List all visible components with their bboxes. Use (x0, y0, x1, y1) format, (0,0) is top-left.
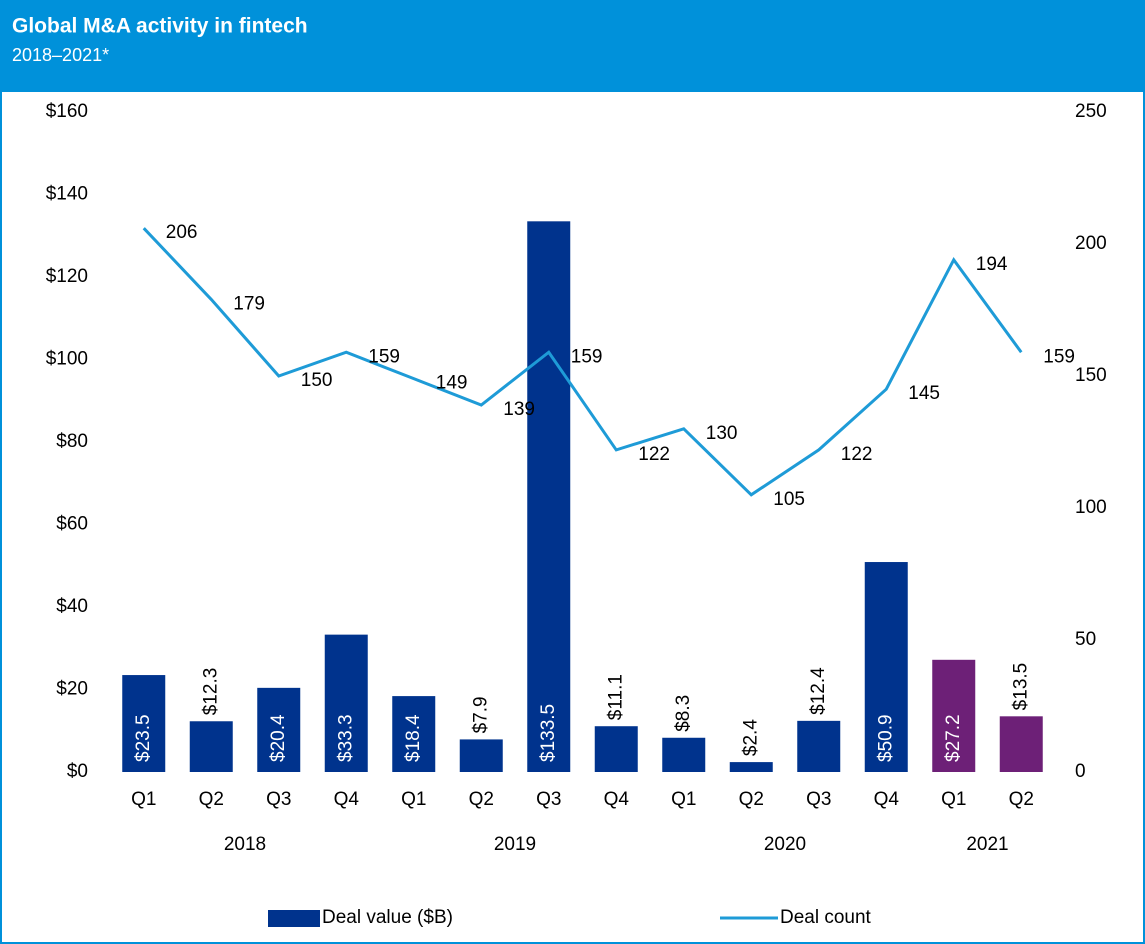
header (0, 0, 1145, 92)
y2-tick-label: 50 (1075, 629, 1096, 650)
data-label: $33.3 (335, 714, 356, 762)
x-tick-label: Q3 (536, 789, 561, 810)
y2-tick-label: 150 (1075, 365, 1107, 386)
legend-swatch (268, 910, 320, 927)
data-label: $50.9 (875, 714, 896, 762)
x-tick-label: Q1 (401, 789, 426, 810)
line-label: 122 (841, 444, 873, 465)
y-tick-label: $20 (56, 679, 88, 700)
bar (459, 739, 503, 772)
y-tick-label: $40 (56, 596, 88, 617)
line-label: 149 (436, 373, 468, 394)
y2-tick-label: 0 (1075, 761, 1086, 782)
chart-subtitle: 2018–2021* (12, 45, 109, 65)
x-tick-label: Q1 (131, 789, 156, 810)
line-label: 179 (233, 293, 265, 314)
x-tick-label: Q4 (604, 789, 630, 810)
data-label: $23.5 (133, 714, 154, 762)
bar (392, 696, 436, 772)
y-tick-label: $60 (56, 514, 88, 535)
data-label: $8.3 (673, 695, 694, 732)
y-tick-label: $100 (46, 349, 88, 370)
line-label: 105 (773, 489, 805, 510)
x-tick-label: Q2 (1009, 789, 1034, 810)
x-tick-label: Q3 (806, 789, 831, 810)
x-tick-label: Q2 (199, 789, 224, 810)
x-tick-label: Q4 (334, 789, 360, 810)
bar (189, 721, 233, 772)
group-label: 2020 (764, 834, 806, 855)
x-tick-label: Q1 (941, 789, 966, 810)
line-label: 122 (638, 444, 670, 465)
group-label: 2018 (224, 834, 266, 855)
line-label: 206 (166, 222, 198, 243)
line-label: 159 (571, 346, 603, 367)
bar (594, 726, 638, 772)
bar (864, 562, 908, 772)
chart-title: Global M&A activity in fintech (12, 15, 308, 38)
bar (257, 687, 301, 772)
data-label: $7.9 (470, 696, 491, 733)
y-tick-label: $80 (56, 431, 88, 452)
line-label: 139 (503, 399, 535, 420)
data-label: $133.5 (538, 704, 559, 762)
bar (932, 659, 976, 772)
x-tick-label: Q4 (874, 789, 900, 810)
data-label: $27.2 (943, 714, 964, 762)
x-tick-label: Q1 (671, 789, 696, 810)
line-label: 130 (706, 423, 738, 444)
bar (662, 737, 706, 772)
line-label: 194 (976, 254, 1008, 275)
data-label: $2.4 (740, 719, 761, 756)
data-label: $13.5 (1010, 663, 1031, 711)
bar (999, 716, 1043, 772)
line-label: 145 (908, 383, 940, 404)
y2-tick-label: 100 (1075, 497, 1107, 518)
data-label: $12.4 (808, 667, 829, 715)
x-tick-label: Q3 (266, 789, 291, 810)
bar (527, 221, 571, 772)
data-label: $12.3 (200, 668, 221, 716)
group-label: 2021 (966, 834, 1008, 855)
data-label: $20.4 (268, 714, 289, 762)
y-tick-label: $120 (46, 266, 88, 287)
x-tick-label: Q2 (469, 789, 494, 810)
bar (122, 675, 166, 772)
y-tick-label: $140 (46, 184, 88, 205)
x-tick-label: Q2 (739, 789, 764, 810)
line-label: 159 (1043, 346, 1075, 367)
line-label: 150 (301, 370, 333, 391)
line (142, 227, 1023, 497)
data-label: $11.1 (605, 674, 626, 720)
bar (324, 634, 368, 772)
y-tick-label: $160 (46, 101, 88, 122)
y2-tick-label: 250 (1075, 101, 1107, 122)
y2-tick-label: 200 (1075, 233, 1107, 254)
bar (797, 720, 841, 772)
data-label: $18.4 (403, 714, 424, 762)
y-tick-label: $0 (67, 761, 88, 782)
line-label: 159 (368, 346, 400, 367)
group-label: 2019 (494, 834, 536, 855)
legend-label: Deal count (780, 907, 872, 928)
bar (729, 762, 773, 772)
legend-label: Deal value ($B) (322, 907, 453, 928)
